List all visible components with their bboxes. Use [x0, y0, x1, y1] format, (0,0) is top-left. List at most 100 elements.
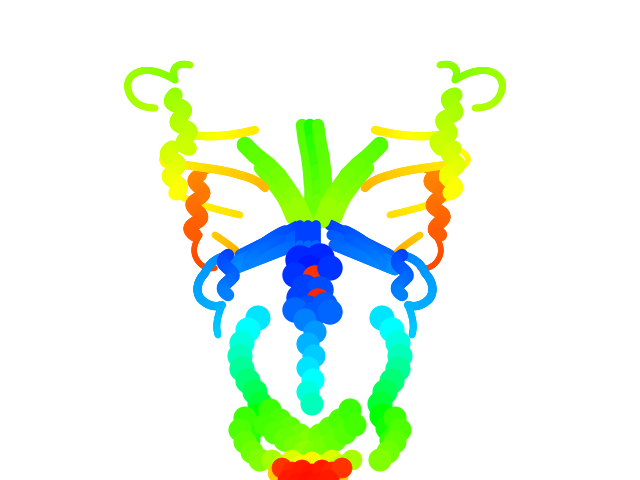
Circle shape [278, 470, 298, 480]
Circle shape [302, 452, 322, 472]
Circle shape [318, 470, 338, 480]
Circle shape [318, 300, 342, 324]
Circle shape [342, 450, 362, 470]
Circle shape [304, 441, 326, 463]
Circle shape [329, 409, 351, 431]
Circle shape [386, 331, 410, 355]
Circle shape [243, 380, 267, 404]
Circle shape [282, 450, 302, 470]
Circle shape [312, 455, 332, 475]
Circle shape [303, 266, 327, 290]
Circle shape [302, 369, 324, 391]
Circle shape [318, 463, 338, 480]
Circle shape [308, 467, 328, 480]
Circle shape [236, 318, 260, 342]
Circle shape [283, 298, 307, 322]
Circle shape [279, 417, 301, 439]
Circle shape [308, 473, 328, 480]
Circle shape [301, 393, 323, 415]
Circle shape [236, 369, 260, 393]
Circle shape [299, 429, 321, 451]
Circle shape [268, 463, 288, 480]
Circle shape [307, 277, 333, 303]
Circle shape [312, 460, 332, 480]
Circle shape [254, 414, 276, 436]
Circle shape [292, 455, 312, 475]
Circle shape [248, 392, 272, 416]
Circle shape [289, 424, 311, 446]
Circle shape [262, 450, 282, 470]
Circle shape [283, 263, 307, 287]
Circle shape [272, 455, 292, 475]
Circle shape [297, 381, 319, 403]
Circle shape [292, 460, 312, 480]
Circle shape [313, 293, 337, 317]
Circle shape [286, 246, 314, 274]
Circle shape [376, 416, 400, 440]
Circle shape [304, 321, 326, 343]
Circle shape [292, 275, 318, 301]
Circle shape [384, 407, 406, 429]
Circle shape [298, 467, 318, 480]
Circle shape [344, 414, 366, 436]
Circle shape [302, 464, 322, 480]
Circle shape [287, 285, 313, 311]
Circle shape [288, 463, 308, 480]
Circle shape [297, 333, 319, 355]
Circle shape [373, 380, 397, 404]
Circle shape [314, 436, 336, 458]
Circle shape [296, 256, 324, 284]
Circle shape [377, 441, 399, 463]
Circle shape [241, 441, 263, 463]
Circle shape [229, 419, 251, 441]
Circle shape [230, 357, 254, 381]
Circle shape [380, 428, 404, 452]
Circle shape [264, 422, 286, 444]
Circle shape [288, 473, 308, 480]
Circle shape [269, 409, 291, 431]
Circle shape [234, 431, 256, 453]
Circle shape [274, 429, 296, 451]
Circle shape [249, 449, 271, 471]
Circle shape [318, 256, 342, 280]
Circle shape [334, 422, 356, 444]
Circle shape [272, 458, 292, 478]
Circle shape [389, 419, 411, 441]
Circle shape [322, 462, 342, 480]
Circle shape [296, 296, 320, 320]
Circle shape [319, 417, 341, 439]
Circle shape [294, 309, 316, 331]
Circle shape [370, 404, 394, 428]
Circle shape [370, 306, 394, 330]
Circle shape [328, 468, 348, 480]
Circle shape [324, 429, 346, 451]
Circle shape [388, 344, 412, 368]
Circle shape [322, 450, 342, 470]
Circle shape [380, 318, 404, 342]
Circle shape [282, 462, 302, 480]
Circle shape [309, 424, 331, 446]
Circle shape [236, 428, 260, 452]
Circle shape [228, 344, 252, 368]
Circle shape [369, 449, 391, 471]
Circle shape [301, 303, 325, 327]
Circle shape [284, 436, 306, 458]
Circle shape [240, 416, 264, 440]
Circle shape [230, 331, 254, 355]
Circle shape [298, 472, 318, 480]
Circle shape [234, 407, 256, 429]
Circle shape [246, 404, 270, 428]
Circle shape [380, 369, 404, 393]
Circle shape [386, 357, 410, 381]
Circle shape [368, 392, 392, 416]
Circle shape [332, 455, 352, 475]
Circle shape [307, 289, 329, 311]
Circle shape [384, 431, 406, 453]
Circle shape [306, 244, 334, 272]
Circle shape [246, 306, 270, 330]
Circle shape [339, 399, 361, 421]
Circle shape [297, 357, 319, 379]
Circle shape [294, 441, 316, 463]
Circle shape [332, 458, 352, 478]
Circle shape [303, 345, 325, 367]
